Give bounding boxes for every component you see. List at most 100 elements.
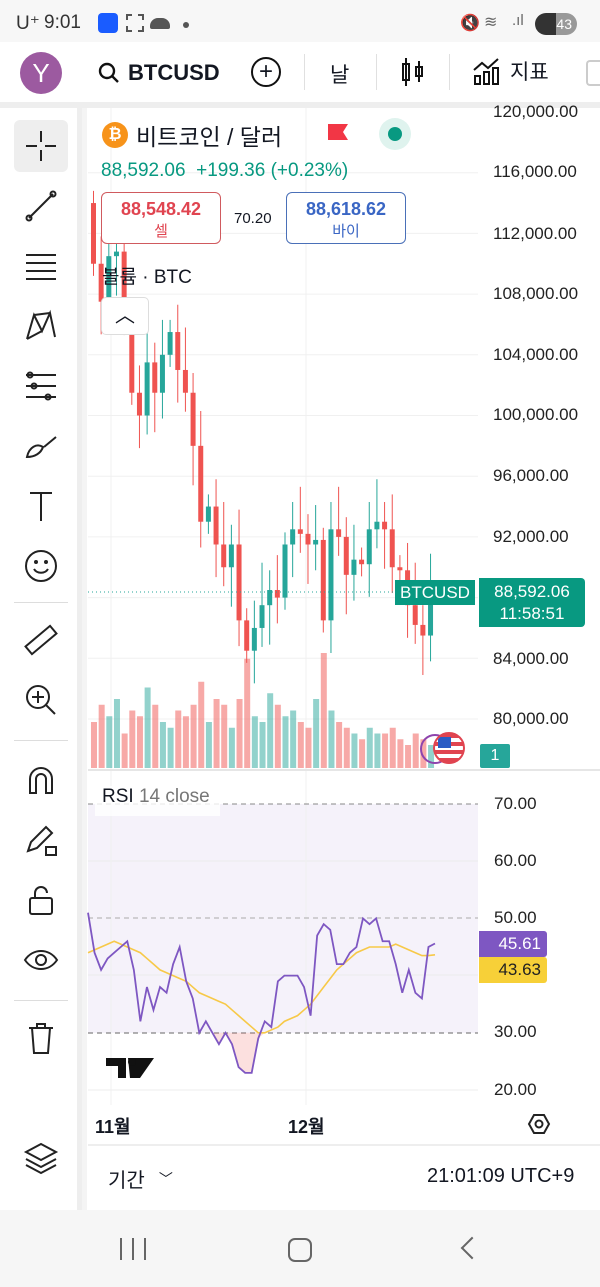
object-tree-button[interactable]	[14, 1132, 68, 1184]
volume-bar	[274, 704, 281, 768]
price-tick: 108,000.00	[493, 284, 579, 303]
home-button[interactable]	[288, 1238, 312, 1262]
candle-body	[221, 544, 227, 568]
volume-bar	[159, 722, 166, 768]
buy-button[interactable]: 88,618.62 바이	[286, 192, 406, 244]
chart-type-button[interactable]	[400, 56, 426, 93]
eye-icon	[23, 950, 59, 970]
candle-body	[412, 605, 418, 625]
bitcoin-icon: ₿	[102, 122, 128, 148]
rsi-legend[interactable]: RSI 14 close	[95, 786, 220, 816]
avatar[interactable]: Y	[20, 52, 62, 94]
volume-bar	[91, 722, 97, 768]
rsi-tick: 30.00	[494, 1022, 537, 1041]
signal-icon: .ıl	[512, 12, 524, 29]
sell-button[interactable]: 88,548.42 셀	[101, 192, 221, 244]
emoji-tool[interactable]	[14, 540, 68, 592]
volume-bar	[244, 658, 251, 768]
events-count-badge[interactable]: 1	[480, 744, 510, 768]
us-flag-event-icon[interactable]	[433, 732, 465, 764]
candle-body	[205, 506, 211, 522]
text-tool[interactable]	[14, 480, 68, 532]
candle-body	[175, 332, 181, 370]
price-tick: 104,000.00	[493, 345, 579, 364]
volume-bar	[359, 739, 366, 768]
visibility-tool[interactable]	[14, 934, 68, 986]
candle-body	[328, 529, 334, 621]
smiley-icon	[25, 550, 57, 582]
candle-body	[152, 362, 158, 393]
battery-indicator: 43	[535, 13, 577, 35]
delete-tool[interactable]	[14, 1012, 68, 1064]
brush-tool[interactable]	[14, 420, 68, 472]
chart-settings-button[interactable]	[527, 1112, 551, 1141]
forecast-tool[interactable]	[14, 360, 68, 412]
volume-bar	[175, 710, 182, 768]
market-open-icon	[379, 118, 411, 150]
price-tick: 100,000.00	[493, 405, 579, 424]
candle-body	[129, 309, 135, 393]
candle-body	[313, 539, 319, 545]
rsi-value-label: 45.61	[479, 931, 547, 957]
symbol-title: 비트코인 / 달러	[136, 124, 283, 150]
flag-icon[interactable]	[328, 124, 348, 140]
screenshot-icon	[126, 14, 144, 32]
volume-bar	[297, 722, 304, 768]
lock-tool[interactable]	[14, 874, 68, 926]
volume-bar	[259, 722, 266, 768]
candle-body	[228, 544, 234, 568]
fib-tool[interactable]	[14, 240, 68, 292]
candle-body	[397, 567, 403, 571]
recent-apps-button[interactable]	[120, 1238, 146, 1260]
volume-bar	[343, 727, 350, 768]
chart-area[interactable]	[87, 108, 600, 1210]
layers-icon	[23, 1142, 59, 1175]
last-price-label: 88,592.06 11:58:51	[479, 578, 585, 627]
indicators-icon	[473, 58, 499, 85]
candle-body	[305, 533, 311, 545]
top-toolbar: Y BTCUSD + 날 지표	[0, 42, 600, 108]
app-notification-icon	[98, 13, 118, 33]
volume-bar	[213, 699, 220, 768]
date-range-button[interactable]: 기간 ﹀	[108, 1170, 173, 1192]
volume-bar	[136, 716, 143, 768]
candle-body	[382, 521, 388, 530]
candle-body	[121, 251, 127, 310]
pattern-tool[interactable]	[14, 300, 68, 352]
candle-body	[274, 590, 280, 598]
volume-legend[interactable]: 볼륨 · BTC	[102, 267, 192, 288]
lock-drawings-tool[interactable]	[14, 814, 68, 866]
measure-tool[interactable]	[14, 614, 68, 666]
volume-bar	[382, 733, 389, 768]
candle-body	[251, 627, 257, 651]
indicators-button[interactable]: 지표	[472, 56, 549, 86]
layout-icon[interactable]	[586, 60, 600, 86]
symbol-label: BTCUSD	[128, 60, 220, 85]
candle-body	[374, 521, 380, 530]
symbol-search-button[interactable]: BTCUSD	[98, 58, 220, 88]
symbol-legend[interactable]: ₿ 비트코인 / 달러	[102, 118, 282, 152]
tradingview-logo	[106, 1058, 154, 1078]
timezone-clock[interactable]: 21:01:09 UTC+9	[427, 1165, 575, 1187]
crosshair-tool[interactable]	[14, 120, 68, 172]
back-button[interactable]	[460, 1236, 484, 1260]
price-tick: 96,000.00	[493, 466, 569, 485]
trend-line-tool[interactable]	[14, 180, 68, 232]
zoom-tool[interactable]	[14, 674, 68, 726]
price-tick: 80,000.00	[493, 709, 569, 728]
trend-line-icon	[25, 190, 57, 222]
add-symbol-button[interactable]: +	[251, 57, 281, 87]
wifi-icon: ≋	[484, 14, 498, 31]
volume-bar	[221, 704, 228, 768]
interval-button[interactable]: 날	[330, 64, 350, 87]
collapse-legend-button[interactable]: ︿	[101, 297, 149, 335]
candle-body	[167, 332, 173, 355]
pencil-lock-icon	[26, 825, 57, 856]
magnet-tool[interactable]	[14, 754, 68, 806]
volume-bar	[405, 745, 412, 768]
candle-body	[320, 539, 326, 621]
settings-hexagon-icon	[527, 1114, 551, 1134]
change-value: +199.36 (+0.23%)	[196, 160, 349, 181]
price-change: 88,592.06 +199.36 (+0.23%)	[101, 160, 348, 182]
candle-body	[182, 369, 188, 393]
